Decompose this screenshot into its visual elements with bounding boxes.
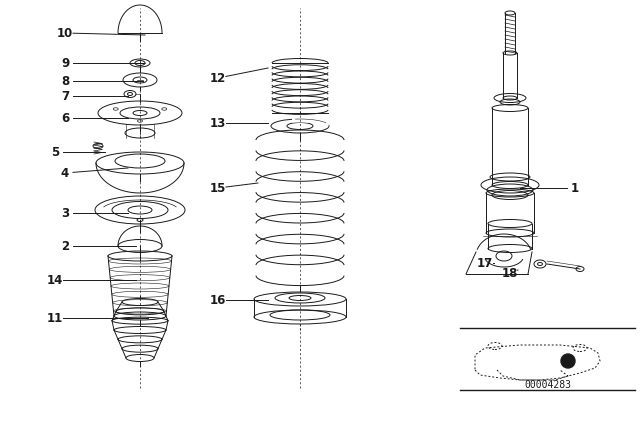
Text: 13: 13 xyxy=(210,116,226,129)
Text: 18: 18 xyxy=(502,267,518,280)
Text: 12: 12 xyxy=(210,72,226,85)
Text: 14: 14 xyxy=(47,273,63,287)
Text: 11: 11 xyxy=(47,311,63,324)
Text: 6: 6 xyxy=(61,112,69,125)
Text: 16: 16 xyxy=(210,293,226,306)
Text: 17: 17 xyxy=(477,257,493,270)
Text: 4: 4 xyxy=(61,167,69,180)
Text: 15: 15 xyxy=(210,181,226,194)
Text: 7: 7 xyxy=(61,90,69,103)
Circle shape xyxy=(561,354,575,368)
Text: 1: 1 xyxy=(571,181,579,194)
Text: 2: 2 xyxy=(61,240,69,253)
Text: 10: 10 xyxy=(57,26,73,39)
Text: 8: 8 xyxy=(61,74,69,87)
Text: 00004283: 00004283 xyxy=(525,380,572,390)
Text: 9: 9 xyxy=(61,56,69,69)
Text: 3: 3 xyxy=(61,207,69,220)
Text: 5: 5 xyxy=(51,146,59,159)
